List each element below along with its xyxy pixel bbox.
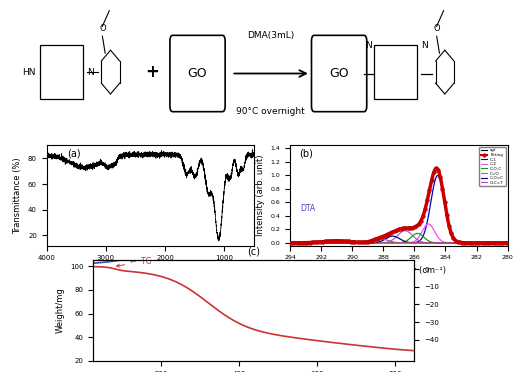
Text: HN: HN [22, 68, 36, 77]
Legend: sgt, Fitting, C-1, C-2, C-O-C, C=O, C-O=C, O-C=T: sgt, Fitting, C-1, C-2, C-O-C, C=O, C-O=… [479, 147, 506, 186]
Text: ←  TG: ← TG [117, 257, 152, 267]
Text: (a): (a) [67, 148, 81, 158]
Text: 90°C overnight: 90°C overnight [236, 107, 305, 116]
Text: N: N [87, 68, 94, 77]
Y-axis label: Intensity (arb. unit): Intensity (arb. unit) [256, 154, 265, 236]
Text: (c): (c) [247, 246, 261, 256]
X-axis label: Binding energy (cm⁻¹): Binding energy (cm⁻¹) [352, 266, 446, 275]
Text: GO: GO [188, 67, 207, 80]
Text: DTA: DTA [300, 203, 315, 212]
Text: DMA(3mL): DMA(3mL) [247, 31, 294, 40]
Y-axis label: Weight/mg: Weight/mg [55, 288, 64, 333]
X-axis label: Wavenumber (cm⁻¹): Wavenumber (cm⁻¹) [107, 267, 193, 276]
Text: O: O [434, 24, 440, 33]
Text: N: N [365, 41, 371, 50]
Text: O: O [99, 24, 106, 33]
Text: N: N [421, 41, 428, 50]
Text: GO: GO [329, 67, 349, 80]
Text: +: + [145, 63, 159, 81]
Text: (b): (b) [299, 148, 313, 158]
Y-axis label: Transmittance (%): Transmittance (%) [13, 157, 22, 234]
